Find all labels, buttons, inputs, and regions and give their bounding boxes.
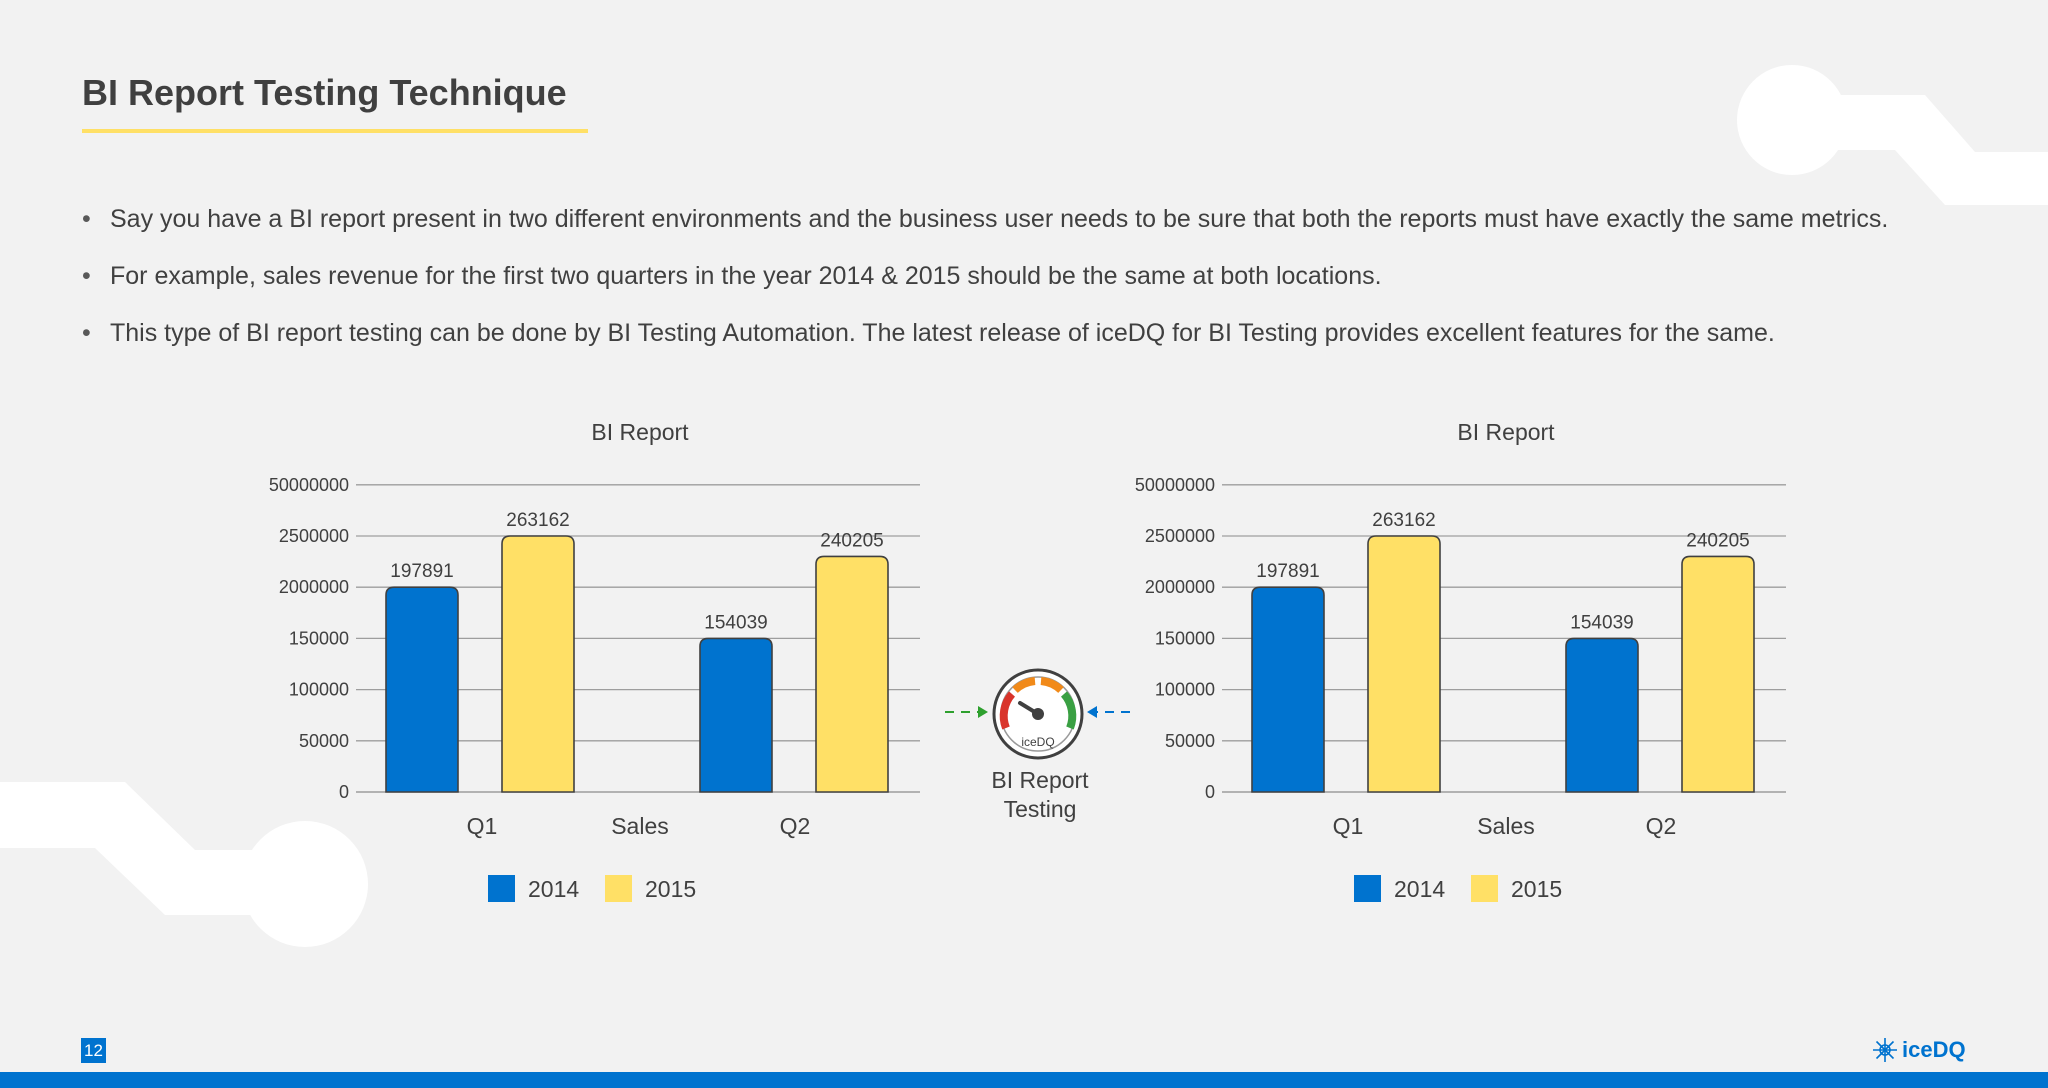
bar-2015-Q2 — [815, 555, 889, 793]
y-tick-label: 100000 — [1155, 680, 1215, 700]
legend-label: 2015 — [645, 876, 696, 902]
y-tick-label: 50000000 — [1135, 475, 1215, 495]
y-tick-label: 100000 — [289, 680, 349, 700]
legend-swatch — [1354, 875, 1381, 902]
y-tick-label: 2000000 — [279, 577, 349, 597]
gauge-icon: iceDQ — [992, 668, 1084, 760]
legend-swatch — [488, 875, 515, 902]
page-title: BI Report Testing Technique — [82, 72, 567, 113]
y-tick-label: 50000 — [299, 731, 349, 751]
legend-label: 2015 — [1511, 876, 1562, 902]
y-tick-label: 150000 — [289, 628, 349, 648]
y-tick-label: 50000000 — [269, 475, 349, 495]
x-tick-label: Q1 — [1333, 813, 1364, 839]
bullet-item: Say you have a BI report present in two … — [82, 204, 2002, 234]
data-label: 197891 — [390, 561, 453, 582]
x-tick-label: Q1 — [467, 813, 498, 839]
page-number: 12 — [81, 1038, 106, 1063]
x-tick-label: Q2 — [780, 813, 811, 839]
bar-2014-Q2 — [699, 637, 773, 793]
center-label-line2: Testing — [1003, 796, 1077, 822]
logo-text: iceDQ — [1902, 1037, 1966, 1062]
data-label: 154039 — [1570, 612, 1633, 633]
y-tick-label: 2000000 — [1145, 577, 1215, 597]
bar-2014-Q2 — [1565, 637, 1639, 793]
bar-2015-Q1 — [1367, 535, 1441, 793]
y-tick-label: 0 — [339, 782, 349, 802]
gauge-label: iceDQ — [1021, 735, 1054, 749]
bar-2014-Q1 — [1251, 586, 1325, 793]
y-tick-label: 0 — [1205, 782, 1215, 802]
logo-mark-icon — [1873, 1038, 1897, 1062]
legend-swatch — [605, 875, 632, 902]
legend-label: 2014 — [1394, 876, 1445, 902]
x-tick-label: Q2 — [1646, 813, 1677, 839]
center-label-line1: BI Report — [991, 767, 1089, 793]
y-tick-label: 150000 — [1155, 628, 1215, 648]
x-axis-label: Sales — [1477, 813, 1535, 839]
y-tick-label: 50000 — [1165, 731, 1215, 751]
blue-dashed-arrow — [1087, 706, 1130, 718]
bar-2015-Q2 — [1681, 555, 1755, 793]
bottom-bar — [0, 1072, 2048, 1088]
bullet-list: Say you have a BI report present in two … — [82, 204, 2002, 375]
green-dashed-arrow — [945, 706, 988, 718]
title-underline — [82, 129, 588, 133]
chart-title: BI Report — [591, 419, 689, 445]
data-label: 154039 — [704, 612, 767, 633]
bar-2015-Q1 — [501, 535, 575, 793]
legend-label: 2014 — [528, 876, 579, 902]
y-tick-label: 2500000 — [279, 526, 349, 546]
chart-title: BI Report — [1457, 419, 1555, 445]
x-axis-label: Sales — [611, 813, 669, 839]
data-label: 197891 — [1256, 561, 1319, 582]
data-label: 240205 — [1686, 530, 1749, 551]
bullet-item: For example, sales revenue for the first… — [82, 261, 2002, 291]
data-label: 263162 — [506, 510, 569, 531]
bullet-item: This type of BI report testing can be do… — [82, 318, 2002, 348]
legend-swatch — [1471, 875, 1498, 902]
bar-2014-Q1 — [385, 586, 459, 793]
y-tick-label: 2500000 — [1145, 526, 1215, 546]
icedq-logo: iceDQ — [1872, 1036, 1966, 1064]
data-label: 240205 — [820, 530, 883, 551]
data-label: 263162 — [1372, 510, 1435, 531]
center-label: BI Report Testing — [960, 766, 1120, 824]
